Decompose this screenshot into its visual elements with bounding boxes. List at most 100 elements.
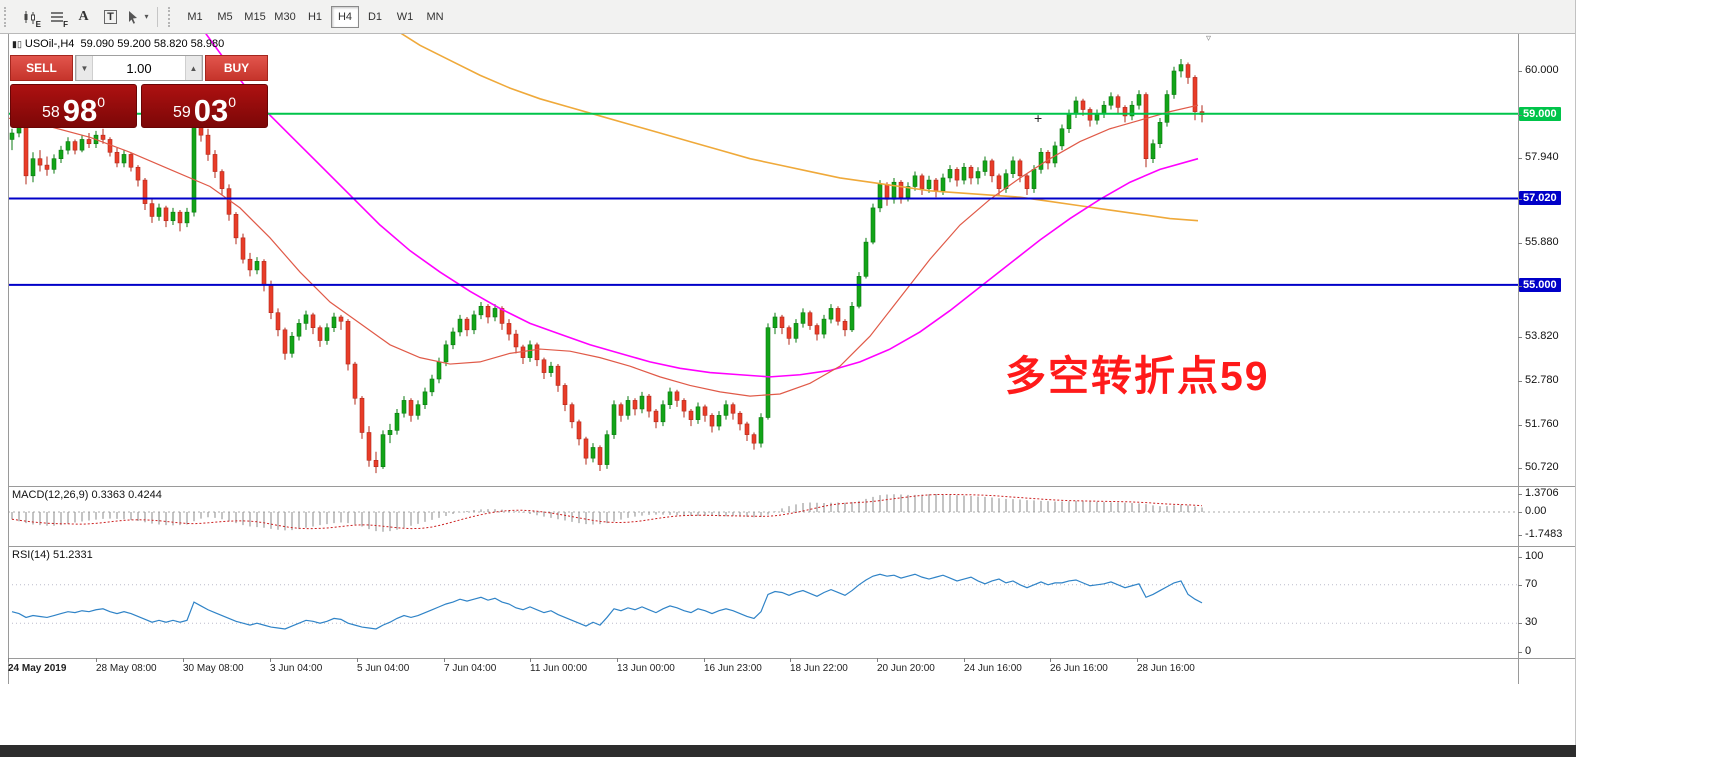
- price-axis: 60.000 59.000 57.940 57.020 55.880 55.000 53.8…: [1518, 0, 1576, 757]
- time-axis-tick: [790, 658, 791, 662]
- time-axis-label: 24 May 2019: [8, 663, 67, 674]
- tool-subscript-label: E: [35, 19, 41, 29]
- timeframe-h4-button[interactable]: H4: [331, 5, 359, 28]
- volume-input[interactable]: [93, 56, 185, 80]
- time-axis-label: 26 Jun 16:00: [1050, 663, 1108, 674]
- macd-axis-label: 1.3706: [1525, 487, 1559, 499]
- timeframe-w1-button[interactable]: W1: [391, 6, 419, 28]
- chart-text-annotation[interactable]: 多空转折点59: [1005, 353, 1270, 399]
- timeframe-d1-button[interactable]: D1: [361, 6, 389, 28]
- price-tag-57.020: 57.020: [1519, 191, 1561, 205]
- buy-button[interactable]: BUY: [205, 55, 268, 81]
- time-axis-border: [8, 658, 1575, 659]
- time-axis-label: 13 Jun 00:00: [617, 663, 675, 674]
- axis-tick: [1518, 468, 1522, 469]
- candlestick-icon: ▮▯: [12, 39, 22, 49]
- toolbar-drag-handle[interactable]: [168, 6, 175, 27]
- rsi-indicator-panel[interactable]: [8, 547, 1518, 658]
- axis-tick: [1518, 494, 1522, 495]
- volume-decrease-button[interactable]: ▼: [76, 56, 93, 80]
- ask-price-display[interactable]: 59 03 0: [141, 84, 268, 128]
- timeframe-m15-button[interactable]: M15: [241, 6, 269, 28]
- rsi-line: [11, 573, 1203, 630]
- time-axis-label: 3 Jun 04:00: [270, 663, 323, 674]
- axis-tick: [1518, 512, 1522, 513]
- status-bar: [0, 745, 1576, 757]
- macd-axis-label: -1.7483: [1525, 528, 1563, 540]
- price-axis-label: 53.820: [1525, 330, 1559, 342]
- time-axis-label: 24 Jun 16:00: [964, 663, 1022, 674]
- axis-tick: [1518, 652, 1522, 653]
- time-axis-tick: [704, 658, 705, 662]
- price-axis-label: 52.780: [1525, 374, 1559, 386]
- chart-left-border: [8, 34, 9, 684]
- time-axis-tick: [530, 658, 531, 662]
- bid-pips: 98: [62, 92, 98, 128]
- tool-buttons-group: E F A T ▾: [16, 5, 151, 29]
- price-axis-label: 57.940: [1525, 151, 1559, 163]
- price-axis-label: 51.760: [1525, 418, 1559, 430]
- timeframe-mn-button[interactable]: MN: [421, 6, 449, 28]
- price-axis-label: 60.000: [1525, 64, 1559, 76]
- rsi-axis-label: 30: [1525, 616, 1538, 628]
- timeframe-buttons-group: M1 M5 M15 M30 H1 H4 D1 W1 MN: [180, 5, 450, 28]
- time-axis-tick: [617, 658, 618, 662]
- toolbar-separator: [157, 6, 158, 27]
- indicator-e-icon[interactable]: E: [16, 5, 43, 29]
- sell-button[interactable]: SELL: [10, 55, 73, 81]
- ma-slow-orange: [400, 34, 1199, 222]
- axis-tick: [1518, 425, 1522, 426]
- ask-integer: 59: [172, 104, 191, 121]
- panel-separator-rsi[interactable]: [8, 546, 1575, 547]
- symbol-ohlc-label: ▮▯ USOil-,H4 59.090 59.200 58.820 58.980: [12, 38, 224, 50]
- price-tag-59.000: 59.000: [1519, 107, 1561, 121]
- time-axis-label: 20 Jun 20:00: [877, 663, 935, 674]
- axis-tick: [1518, 71, 1522, 72]
- timeframe-m1-button[interactable]: M1: [181, 6, 209, 28]
- panel-separator-macd[interactable]: [8, 486, 1575, 487]
- pointer-tool-icon[interactable]: ▾: [124, 5, 151, 29]
- time-axis-tick: [877, 658, 878, 662]
- window-right-border: [1575, 0, 1576, 757]
- bid-fraction: 0: [97, 94, 106, 110]
- axis-tick: [1518, 286, 1522, 287]
- macd-indicator-panel[interactable]: [8, 487, 1518, 546]
- macd-axis-label: 0.00: [1525, 505, 1547, 517]
- time-axis-label: 28 Jun 16:00: [1137, 663, 1195, 674]
- time-axis-tick: [270, 658, 271, 662]
- volume-spinner: ▼ ▲: [75, 55, 203, 81]
- time-axis-tick: [183, 658, 184, 662]
- time-axis-label: 18 Jun 22:00: [790, 663, 848, 674]
- volume-increase-button[interactable]: ▲: [185, 56, 202, 80]
- time-axis-label: 16 Jun 23:00: [704, 663, 762, 674]
- rsi-axis-label: 70: [1525, 578, 1538, 590]
- axis-tick: [1518, 557, 1522, 558]
- timeframe-m5-button[interactable]: M5: [211, 6, 239, 28]
- indicator-f-icon[interactable]: F: [43, 5, 70, 29]
- rsi-axis-label: 100: [1525, 550, 1544, 562]
- ask-pips: 03: [193, 92, 229, 128]
- text-label-a-icon[interactable]: A: [70, 5, 97, 29]
- macd-histogram: [11, 493, 1203, 532]
- bid-price-display[interactable]: 58 98 0: [10, 84, 137, 128]
- symbol-ohlc-text: USOil-,H4 59.090 59.200 58.820 58.980: [24, 38, 225, 50]
- toolbar-drag-handle[interactable]: [4, 6, 11, 27]
- time-axis-tick: [357, 658, 358, 662]
- axis-tick: [1518, 623, 1522, 624]
- axis-tick: [1518, 115, 1522, 116]
- axis-tick: [1518, 243, 1522, 244]
- time-axis-label: 5 Jun 04:00: [357, 663, 410, 674]
- time-axis-label: 28 May 08:00: [96, 663, 157, 674]
- text-tool-t-icon[interactable]: T: [97, 5, 124, 29]
- chart-shift-marker-icon[interactable]: ▿: [1206, 33, 1212, 44]
- timeframe-m30-button[interactable]: M30: [271, 6, 299, 28]
- price-axis-label: 55.880: [1525, 236, 1559, 248]
- rsi-label: RSI(14) 51.2331: [12, 549, 93, 561]
- time-axis-label: 11 Jun 00:00: [530, 663, 588, 674]
- crosshair-cursor-icon: +: [1034, 110, 1043, 126]
- timeframe-h1-button[interactable]: H1: [301, 6, 329, 28]
- tool-subscript-label: F: [63, 19, 68, 29]
- time-axis-tick: [1137, 658, 1138, 662]
- price-tag-55.000: 55.000: [1519, 278, 1561, 292]
- macd-label: MACD(12,26,9) 0.3363 0.4244: [12, 489, 162, 501]
